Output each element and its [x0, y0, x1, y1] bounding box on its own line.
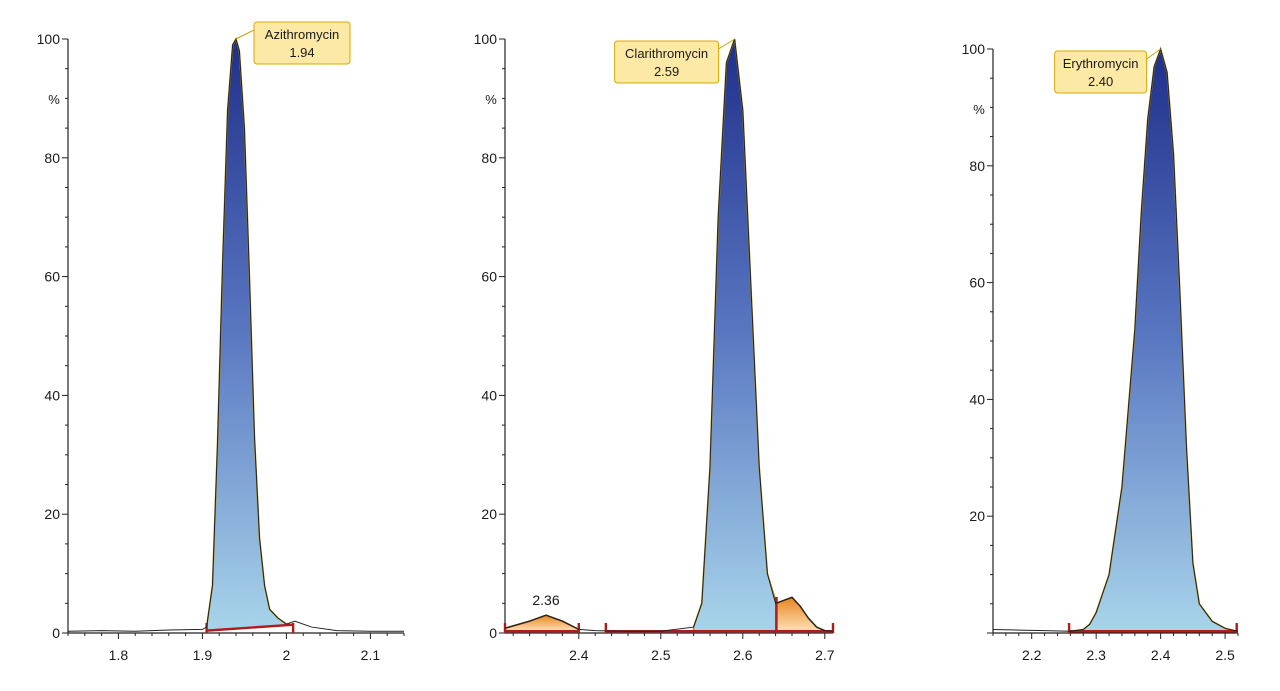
peak-label-erythromycin[interactable]: Erythromycin 2.40 — [1054, 48, 1161, 94]
y-tick-label: 20 — [44, 506, 60, 522]
peak-area-azithromycin — [205, 36, 294, 632]
peak-area-clarithromycin — [692, 38, 778, 633]
x-tick-label: 2.2 — [1022, 647, 1042, 663]
x-tick-label: 1.8 — [109, 647, 129, 663]
peak-label-box — [1054, 50, 1148, 94]
x-tick-label: 2.1 — [361, 647, 381, 663]
y-tick-label: 40 — [44, 387, 60, 403]
peak-label-box — [614, 40, 720, 84]
x-tick-label: 2.5 — [1215, 647, 1235, 663]
peak-label-azithromycin[interactable]: Azithromycin 1.94 — [235, 21, 351, 65]
y-tick-label: 40 — [481, 387, 497, 403]
y-tick-label: 20 — [481, 506, 497, 522]
peak-label-clarithromycin[interactable]: Clarithromycin 2.59 — [614, 38, 735, 84]
integration-baseline — [206, 623, 294, 632]
peak-retention-time: 2.40 — [1088, 74, 1113, 89]
peak-retention-time: 1.94 — [289, 45, 314, 60]
chromatogram-panel-1: 0 20 40 60 80 100% 1.8 1.9 2 2.1 Azithromycin 1.94 — [37, 21, 405, 663]
x-tick-label: 2.6 — [733, 647, 753, 663]
x-tick-label: 2.4 — [1151, 647, 1171, 663]
y-tick-label: 60 — [969, 275, 985, 291]
y-unit-label: % — [973, 102, 985, 117]
y-tick-label: 80 — [969, 158, 985, 174]
chromatogram-trace — [67, 37, 404, 632]
y-unit-label: % — [48, 92, 60, 107]
peak-label-leader — [718, 38, 735, 50]
peak-area-unlabeled-1 — [504, 614, 580, 633]
chromatogram-trace — [992, 47, 1239, 632]
x-tick-label: 1.9 — [193, 647, 213, 663]
peak-name: Azithromycin — [265, 27, 339, 42]
y-tick-label: 60 — [44, 269, 60, 285]
x-tick-label: 2.4 — [569, 647, 589, 663]
y-tick-label: 100 — [37, 31, 61, 47]
y-tick-label: 20 — [969, 508, 985, 524]
x-tick-label: 2 — [283, 647, 291, 663]
y-tick-label: 40 — [969, 391, 985, 407]
peak-area-unlabeled-3 — [775, 596, 826, 633]
y-tick-label: 80 — [481, 150, 497, 166]
peak-label-leader — [1146, 48, 1161, 60]
y-tick-label: 0 — [52, 625, 60, 641]
peak-retention-time: 2.59 — [654, 64, 679, 79]
y-tick-label: 80 — [44, 150, 60, 166]
peak-label-leader — [235, 29, 255, 40]
x-tick-label: 2.5 — [651, 647, 671, 663]
chromatogram-trace — [504, 38, 834, 632]
peak-name: Erythromycin — [1063, 56, 1139, 71]
y-tick-label: 100 — [474, 31, 498, 47]
y-tick-label: 0 — [489, 625, 497, 641]
y-tick-label: 60 — [481, 269, 497, 285]
y-unit-label: % — [485, 92, 497, 107]
y-tick-label: 100 — [962, 41, 986, 57]
peak-name: Clarithromycin — [625, 46, 708, 61]
x-tick-label: 2.3 — [1086, 647, 1106, 663]
peak-area-erythromycin — [1068, 46, 1237, 633]
chromatogram-panel-2: 0 20 40 60 80 100% 2.4 2.5 2.6 2.7 2.36 Clarithromy… — [474, 31, 835, 663]
x-tick-label: 2.7 — [815, 647, 835, 663]
chromatogram-panel-3: 20 40 60 80 100% 2.2 2.3 2.4 2.5 Erythromycin 2.40 — [962, 41, 1239, 663]
minor-peak-retention-time: 2.36 — [532, 592, 559, 608]
peak-label-box — [253, 21, 351, 65]
